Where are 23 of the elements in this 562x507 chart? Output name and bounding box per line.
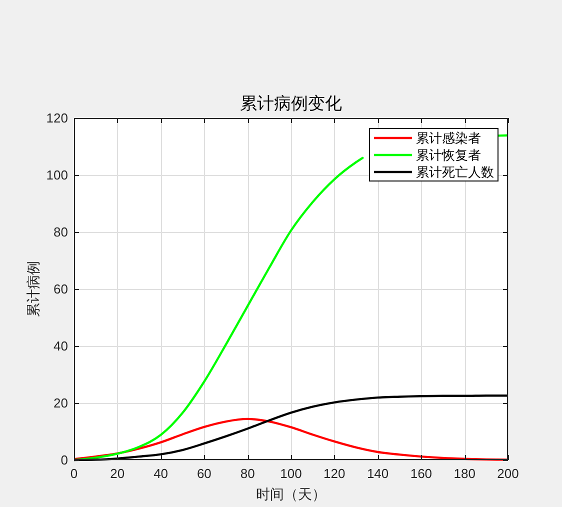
x-tick-label: 140 xyxy=(366,466,389,481)
legend-label: 累计感染者 xyxy=(416,130,481,146)
chart-title: 累计病例变化 xyxy=(240,94,342,113)
x-tick-label: 20 xyxy=(110,466,125,481)
x-tick-label: 0 xyxy=(70,466,78,481)
x-tick-label: 160 xyxy=(410,466,432,481)
y-axis-title: 累计病例 xyxy=(25,261,41,317)
x-tick-label: 180 xyxy=(454,466,476,481)
y-tick-label: 100 xyxy=(46,168,68,182)
legend-label: 累计死亡人数 xyxy=(416,164,494,180)
y-tick-label: 120 xyxy=(46,110,68,126)
x-axis-title: 时间（天） xyxy=(256,486,326,502)
y-tick-label: 20 xyxy=(54,396,68,410)
x-tick-label: 80 xyxy=(240,466,255,481)
y-tick-label: 60 xyxy=(54,282,68,296)
x-tick-label: 100 xyxy=(280,466,302,481)
y-tick-label: 0 xyxy=(60,452,68,468)
y-tick-label: 80 xyxy=(54,224,68,240)
x-tick-label: 40 xyxy=(154,466,168,481)
y-tick-label: 40 xyxy=(54,338,68,354)
x-tick-label: 60 xyxy=(196,466,212,481)
x-tick-label: 200 xyxy=(497,466,519,481)
x-tick-label: 120 xyxy=(324,466,346,481)
